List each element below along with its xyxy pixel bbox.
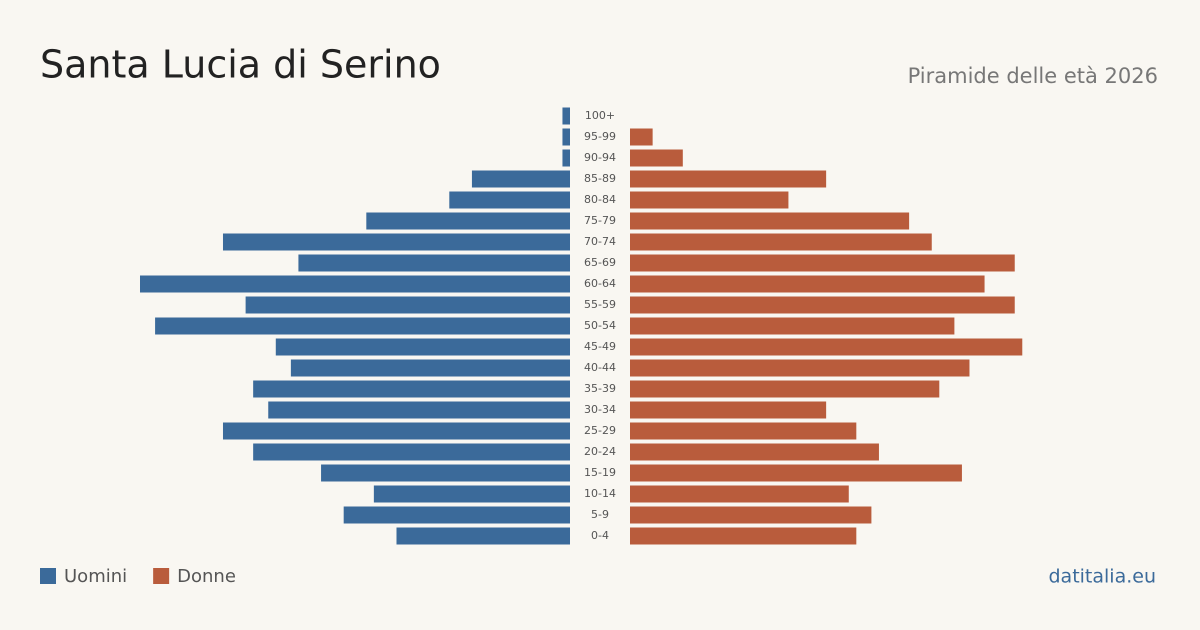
bar bbox=[253, 443, 570, 461]
age-label: 70-74 bbox=[584, 235, 616, 248]
bar bbox=[630, 275, 985, 293]
bar bbox=[396, 527, 570, 545]
bar bbox=[630, 527, 857, 545]
bar bbox=[630, 359, 970, 377]
age-label: 35-39 bbox=[584, 382, 616, 395]
bar bbox=[630, 170, 827, 188]
bar bbox=[630, 380, 940, 398]
bar bbox=[140, 275, 570, 293]
bar bbox=[298, 254, 570, 272]
bar bbox=[630, 296, 1015, 314]
age-label: 0-4 bbox=[591, 529, 609, 542]
bar bbox=[366, 212, 570, 230]
age-label: 30-34 bbox=[584, 403, 616, 416]
bar bbox=[321, 464, 570, 482]
bar bbox=[343, 506, 570, 524]
chart-subtitle: Piramide delle età 2026 bbox=[908, 64, 1158, 88]
age-label: 15-19 bbox=[584, 466, 616, 479]
bar bbox=[562, 128, 570, 146]
bar bbox=[155, 317, 571, 335]
bar bbox=[290, 359, 570, 377]
age-label: 10-14 bbox=[584, 487, 616, 500]
source: datitalia.eu bbox=[1049, 566, 1157, 588]
bar bbox=[630, 317, 955, 335]
bar bbox=[630, 254, 1015, 272]
bar bbox=[630, 233, 932, 251]
bar bbox=[268, 401, 570, 419]
age-label: 5-9 bbox=[591, 508, 609, 521]
bar bbox=[630, 485, 849, 503]
legend-label: Donne bbox=[177, 566, 236, 587]
age-label: 100+ bbox=[585, 109, 615, 122]
age-label: 90-94 bbox=[584, 151, 616, 164]
bar bbox=[630, 149, 683, 167]
bar bbox=[630, 212, 910, 230]
bar bbox=[630, 128, 653, 146]
legend-label: Uomini bbox=[64, 566, 127, 587]
bar bbox=[630, 464, 962, 482]
age-label: 80-84 bbox=[584, 193, 616, 206]
age-label: 20-24 bbox=[584, 445, 616, 458]
age-label: 75-79 bbox=[584, 214, 616, 227]
bar bbox=[245, 296, 571, 314]
chart-title: Santa Lucia di Serino bbox=[40, 43, 441, 87]
bar bbox=[275, 338, 570, 356]
bar bbox=[562, 149, 570, 167]
age-label: 55-59 bbox=[584, 298, 616, 311]
age-label: 85-89 bbox=[584, 172, 616, 185]
bar bbox=[630, 401, 827, 419]
bar bbox=[222, 233, 570, 251]
legend-swatch bbox=[40, 568, 56, 584]
age-label: 95-99 bbox=[584, 130, 616, 143]
bar bbox=[630, 506, 872, 524]
bar bbox=[630, 422, 857, 440]
bar bbox=[449, 191, 570, 209]
bar bbox=[630, 338, 1023, 356]
bar bbox=[562, 107, 570, 125]
age-label: 50-54 bbox=[584, 319, 616, 332]
bar bbox=[630, 191, 789, 209]
bar bbox=[471, 170, 570, 188]
bar bbox=[222, 422, 570, 440]
age-label: 65-69 bbox=[584, 256, 616, 269]
bar bbox=[373, 485, 570, 503]
bar bbox=[630, 443, 879, 461]
bar bbox=[253, 380, 570, 398]
age-label: 40-44 bbox=[584, 361, 616, 374]
legend-swatch bbox=[153, 568, 170, 584]
age-label: 45-49 bbox=[584, 340, 616, 353]
age-label: 60-64 bbox=[584, 277, 616, 290]
age-label: 25-29 bbox=[584, 424, 616, 437]
